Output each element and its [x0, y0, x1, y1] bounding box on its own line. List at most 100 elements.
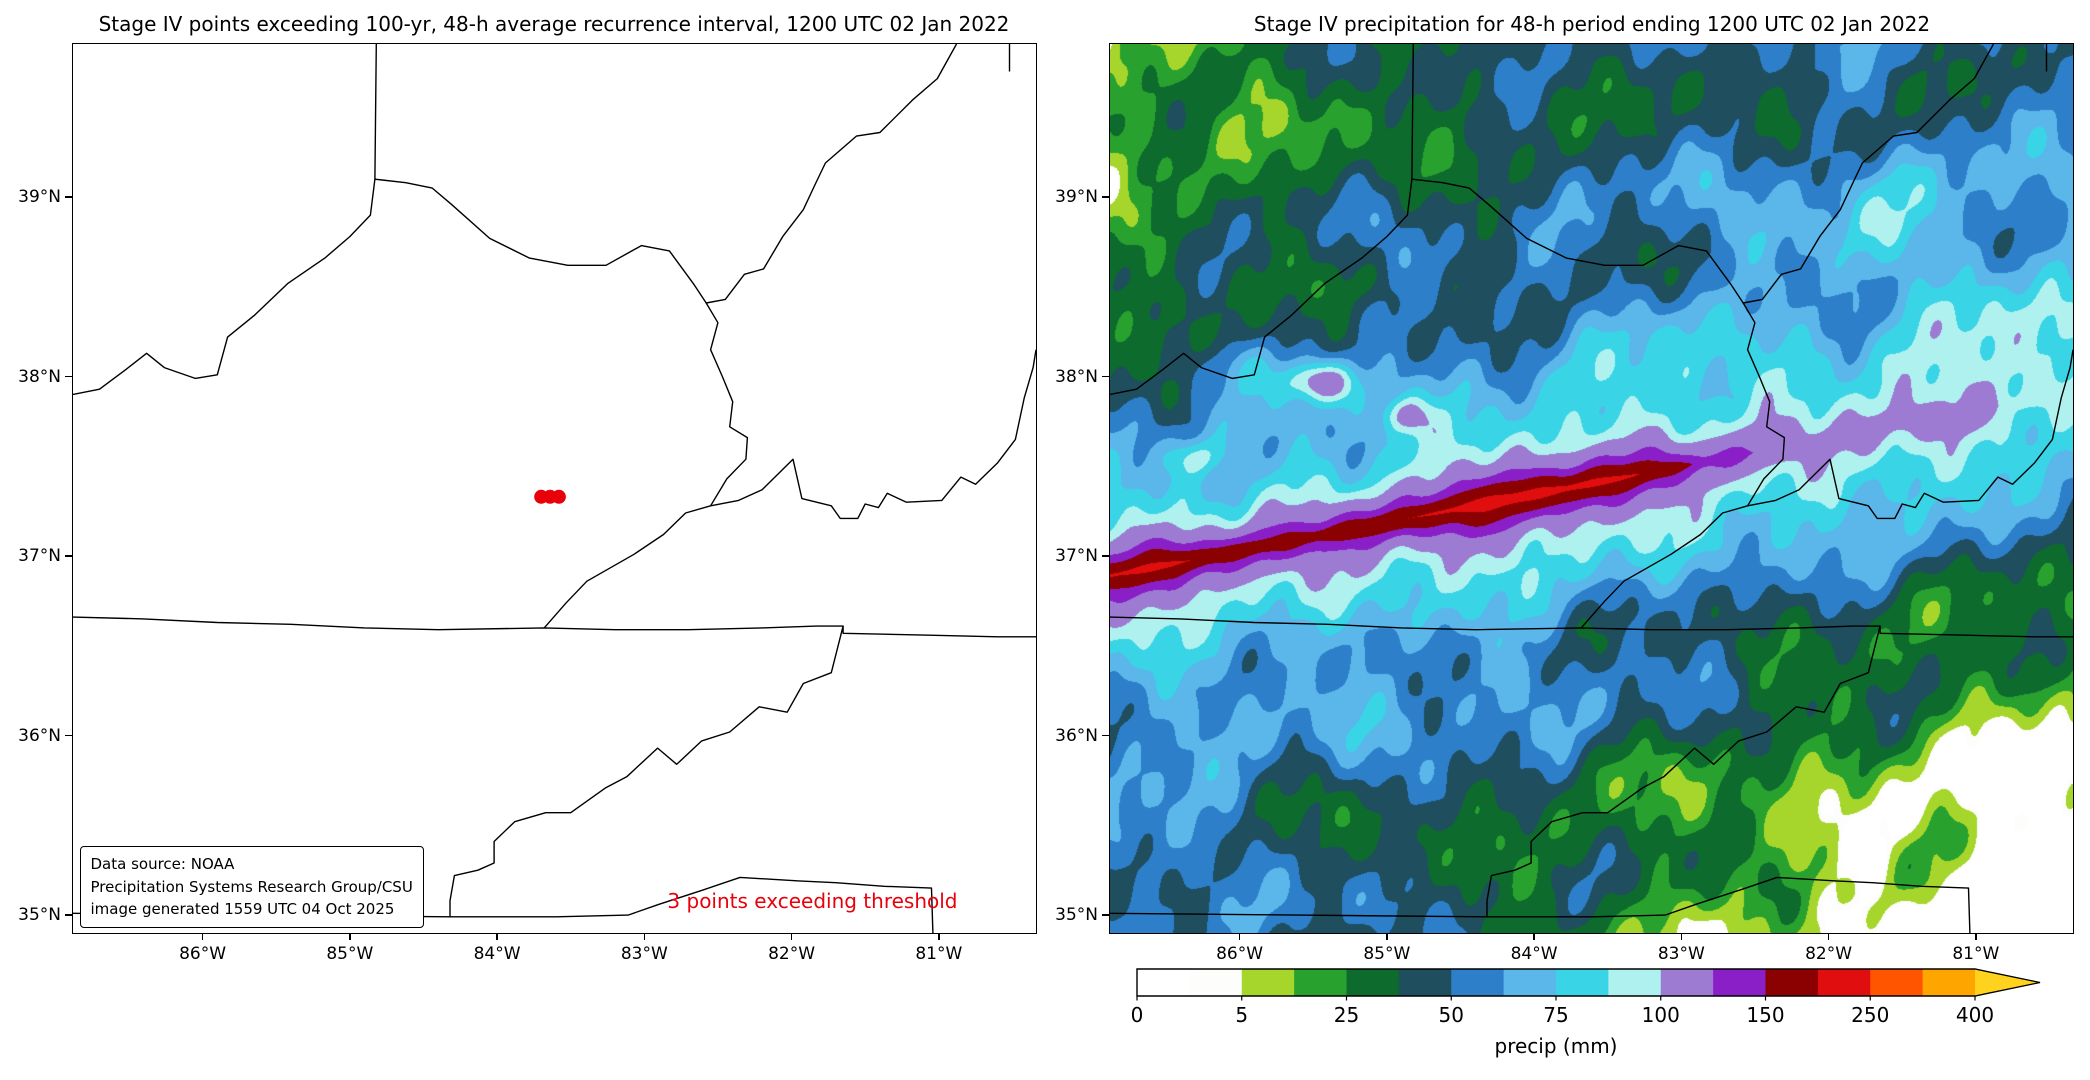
- x-tick: [349, 933, 351, 940]
- state-border: [448, 625, 934, 933]
- x-tick-label: 81°W: [1952, 944, 2000, 964]
- y-tick-label: 38°N: [1055, 366, 1098, 387]
- x-tick-label: 82°W: [768, 944, 816, 964]
- state-border: [543, 302, 748, 628]
- y-tick: [64, 734, 72, 737]
- state-border: [72, 43, 957, 395]
- right-panel-title: Stage IV precipitation for 48-h period e…: [1253, 12, 1931, 36]
- state-borders-map: [72, 43, 1036, 933]
- state-border: [373, 43, 377, 179]
- colorbar-segment: [1398, 969, 1453, 996]
- x-tick-label: 81°W: [915, 944, 963, 964]
- threshold-annotation: 3 points exceeding threshold: [667, 888, 958, 913]
- y-tick-label: 37°N: [18, 546, 61, 567]
- colorbar-segment: [1922, 969, 1976, 996]
- y-tick: [1101, 914, 1109, 916]
- colorbar-tick-label: 250: [1851, 1003, 1890, 1027]
- y-tick: [64, 914, 72, 916]
- state-borders-overlay: [1109, 43, 2073, 933]
- y-tick-label: 36°N: [1055, 725, 1098, 746]
- state-border: [72, 615, 1036, 637]
- y-tick-label: 39°N: [1055, 187, 1098, 208]
- state-border: [1109, 43, 1994, 395]
- colorbar-segment: [1241, 969, 1295, 996]
- y-tick: [1101, 555, 1109, 557]
- colorbar-segment: [1137, 969, 1191, 996]
- colorbar-tick-label: 5: [1235, 1003, 1249, 1027]
- x-tick: [1975, 933, 1977, 940]
- left-map-axes: Data source: NOAA Precipitation Systems …: [71, 42, 1037, 934]
- y-tick-label: 37°N: [1055, 546, 1098, 567]
- state-border: [1580, 302, 1785, 628]
- y-tick: [64, 555, 72, 557]
- infobox-line-2: Precipitation Systems Research Group/CSU: [90, 877, 413, 896]
- colorbar: [1136, 968, 2041, 1001]
- data-source-box: Data source: NOAA Precipitation Systems …: [79, 846, 424, 928]
- y-tick-label: 35°N: [1055, 905, 1098, 926]
- state-border: [1746, 349, 2073, 519]
- exceedance-point: [551, 489, 566, 504]
- colorbar-segment: [1189, 969, 1243, 996]
- x-tick-label: 83°W: [620, 944, 668, 964]
- y-tick: [1101, 734, 1109, 737]
- colorbar-tick-label: 50: [1438, 1003, 1464, 1027]
- x-tick-label: 85°W: [1363, 944, 1411, 964]
- colorbar-tick-label: 150: [1746, 1003, 1785, 1027]
- y-tick: [64, 196, 72, 198]
- state-border: [709, 349, 1036, 519]
- x-tick-label: 82°W: [1805, 944, 1853, 964]
- colorbar-tick-label: 0: [1130, 1003, 1144, 1027]
- colorbar-tick-label: 100: [1641, 1003, 1680, 1027]
- x-tick-label: 86°W: [179, 944, 227, 964]
- colorbar-segment: [1765, 969, 1819, 996]
- colorbar-axis-label: precip (mm): [1494, 1034, 1618, 1058]
- colorbar-tick-label: 75: [1543, 1003, 1569, 1027]
- x-tick: [1533, 933, 1535, 940]
- colorbar-extend-arrow: [1975, 969, 2040, 996]
- x-tick: [201, 933, 204, 940]
- colorbar-segment: [1294, 969, 1348, 996]
- y-tick-label: 38°N: [18, 366, 61, 387]
- x-tick-label: 83°W: [1657, 944, 1705, 964]
- x-tick: [1238, 933, 1241, 940]
- colorbar-tick-label: 25: [1333, 1003, 1360, 1027]
- state-border: [1109, 912, 1487, 917]
- y-tick: [1101, 196, 1109, 198]
- x-tick: [1827, 933, 1830, 940]
- colorbar-segment: [1817, 969, 1872, 996]
- colorbar-outline: [1136, 968, 2041, 997]
- colorbar-segment: [1451, 969, 1505, 996]
- state-border: [1485, 625, 1971, 933]
- x-tick: [1680, 933, 1682, 940]
- x-tick: [790, 933, 793, 940]
- y-tick: [1101, 375, 1109, 378]
- x-tick-label: 84°W: [473, 944, 521, 964]
- y-tick: [64, 375, 72, 378]
- precipitation-field: [1109, 43, 2073, 933]
- infobox-line-3: image generated 1559 UTC 04 Oct 2025: [90, 900, 395, 918]
- state-border: [1410, 43, 1414, 179]
- colorbar-segment: [1503, 969, 1557, 996]
- infobox-line-1: Data source: NOAA: [90, 855, 235, 873]
- colorbar-segment: [1713, 969, 1767, 996]
- x-tick-label: 85°W: [326, 944, 374, 964]
- y-tick-label: 36°N: [18, 725, 61, 746]
- colorbar-segment: [1346, 969, 1400, 996]
- x-tick-label: 86°W: [1216, 944, 1264, 964]
- right-map-axes: [1108, 42, 2074, 934]
- x-tick: [1386, 933, 1388, 940]
- x-tick: [496, 933, 498, 940]
- y-tick-label: 39°N: [18, 187, 61, 208]
- colorbar-segment: [1608, 969, 1662, 996]
- x-tick: [938, 933, 940, 940]
- state-border: [1109, 615, 2073, 637]
- colorbar-tick-label: 400: [1955, 1003, 1995, 1027]
- colorbar-segment: [1660, 969, 1714, 996]
- x-tick-label: 84°W: [1510, 944, 1558, 964]
- y-tick-label: 35°N: [18, 905, 61, 926]
- colorbar-segment: [1870, 969, 1924, 996]
- left-panel-title: Stage IV points exceeding 100-yr, 48-h a…: [98, 12, 1010, 36]
- colorbar-segment: [1556, 969, 1610, 996]
- x-tick: [643, 933, 645, 940]
